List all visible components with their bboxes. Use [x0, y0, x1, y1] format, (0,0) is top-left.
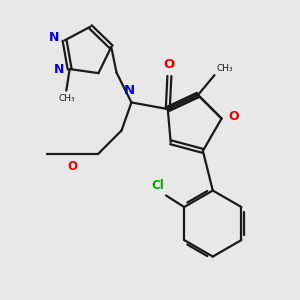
Text: O: O: [164, 58, 175, 71]
Text: CH₃: CH₃: [58, 94, 75, 103]
Text: O: O: [67, 160, 77, 173]
Text: N: N: [54, 63, 65, 76]
Text: N: N: [124, 85, 135, 98]
Text: N: N: [49, 31, 60, 44]
Text: CH₃: CH₃: [216, 64, 233, 73]
Text: O: O: [228, 110, 239, 123]
Text: Cl: Cl: [152, 179, 164, 192]
